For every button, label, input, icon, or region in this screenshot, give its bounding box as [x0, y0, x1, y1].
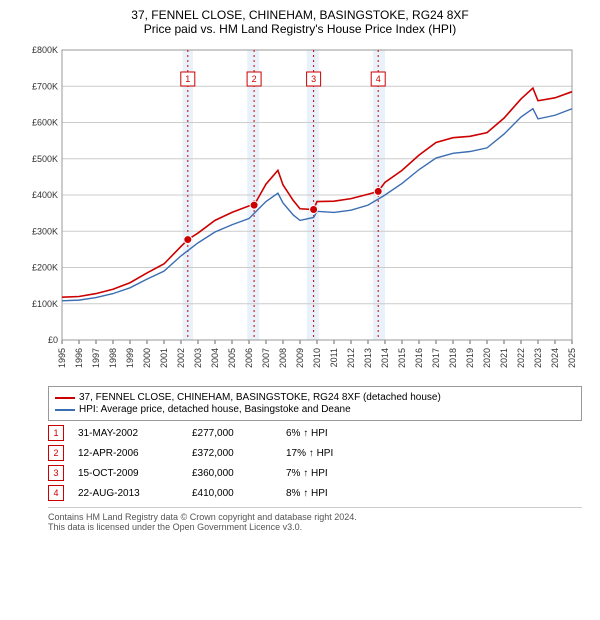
svg-text:1999: 1999 [125, 348, 135, 368]
sale-pct: 6% ↑ HPI [286, 428, 366, 439]
sale-pct: 17% ↑ HPI [286, 448, 366, 459]
svg-text:2007: 2007 [261, 348, 271, 368]
svg-text:2006: 2006 [244, 348, 254, 368]
legend-item: 37, FENNEL CLOSE, CHINEHAM, BASINGSTOKE,… [55, 392, 575, 403]
svg-text:3: 3 [311, 74, 316, 84]
legend-swatch [55, 397, 75, 399]
svg-text:2019: 2019 [465, 348, 475, 368]
svg-text:2022: 2022 [516, 348, 526, 368]
svg-text:1995: 1995 [57, 348, 67, 368]
svg-text:£300K: £300K [32, 226, 58, 236]
svg-text:£500K: £500K [32, 154, 58, 164]
svg-text:2017: 2017 [431, 348, 441, 368]
svg-text:£800K: £800K [32, 45, 58, 55]
legend-swatch [55, 409, 75, 411]
sale-date: 31-MAY-2002 [78, 428, 178, 439]
svg-text:2002: 2002 [176, 348, 186, 368]
svg-text:2018: 2018 [448, 348, 458, 368]
sale-price: £277,000 [192, 428, 272, 439]
svg-text:2020: 2020 [482, 348, 492, 368]
svg-text:£600K: £600K [32, 118, 58, 128]
sale-date: 22-AUG-2013 [78, 488, 178, 499]
legend-label: HPI: Average price, detached house, Basi… [79, 404, 351, 415]
legend-label: 37, FENNEL CLOSE, CHINEHAM, BASINGSTOKE,… [79, 392, 441, 403]
svg-text:2013: 2013 [363, 348, 373, 368]
footer-line1: Contains HM Land Registry data © Crown c… [48, 512, 582, 522]
table-row: 2 12-APR-2006 £372,000 17% ↑ HPI [48, 445, 582, 461]
svg-text:2016: 2016 [414, 348, 424, 368]
svg-text:£200K: £200K [32, 263, 58, 273]
legend: 37, FENNEL CLOSE, CHINEHAM, BASINGSTOKE,… [48, 386, 582, 421]
svg-text:4: 4 [376, 74, 381, 84]
sale-marker: 2 [48, 445, 64, 461]
svg-text:2003: 2003 [193, 348, 203, 368]
legend-item: HPI: Average price, detached house, Basi… [55, 404, 575, 415]
sale-marker: 1 [48, 425, 64, 441]
svg-text:2012: 2012 [346, 348, 356, 368]
svg-text:2023: 2023 [533, 348, 543, 368]
svg-text:£700K: £700K [32, 81, 58, 91]
table-row: 4 22-AUG-2013 £410,000 8% ↑ HPI [48, 485, 582, 501]
price-chart: £0 £100K £200K £300K £400K £500K £600K £700K £80… [18, 40, 582, 380]
svg-text:2009: 2009 [295, 348, 305, 368]
title-address: 37, FENNEL CLOSE, CHINEHAM, BASINGSTOKE,… [8, 8, 592, 22]
sale-price: £410,000 [192, 488, 272, 499]
footer: Contains HM Land Registry data © Crown c… [48, 507, 582, 532]
svg-text:£400K: £400K [32, 190, 58, 200]
svg-text:2025: 2025 [567, 348, 577, 368]
title-subtitle: Price paid vs. HM Land Registry's House … [8, 22, 592, 36]
svg-text:1997: 1997 [91, 348, 101, 368]
svg-text:2000: 2000 [142, 348, 152, 368]
svg-text:2010: 2010 [312, 348, 322, 368]
svg-text:2008: 2008 [278, 348, 288, 368]
svg-text:1998: 1998 [108, 348, 118, 368]
sale-marker: 4 [48, 485, 64, 501]
svg-text:£0: £0 [48, 335, 58, 345]
svg-text:2011: 2011 [329, 348, 339, 367]
sale-date: 12-APR-2006 [78, 448, 178, 459]
sale-price: £372,000 [192, 448, 272, 459]
title-block: 37, FENNEL CLOSE, CHINEHAM, BASINGSTOKE,… [8, 8, 592, 36]
svg-text:2014: 2014 [380, 348, 390, 368]
table-row: 1 31-MAY-2002 £277,000 6% ↑ HPI [48, 425, 582, 441]
sale-marker: 3 [48, 465, 64, 481]
sale-pct: 8% ↑ HPI [286, 488, 366, 499]
svg-text:2005: 2005 [227, 348, 237, 368]
svg-text:2024: 2024 [550, 348, 560, 368]
sale-pct: 7% ↑ HPI [286, 468, 366, 479]
sale-date: 15-OCT-2009 [78, 468, 178, 479]
svg-text:1996: 1996 [74, 348, 84, 368]
sale-price: £360,000 [192, 468, 272, 479]
footer-line2: This data is licensed under the Open Gov… [48, 522, 582, 532]
svg-text:2004: 2004 [210, 348, 220, 368]
table-row: 3 15-OCT-2009 £360,000 7% ↑ HPI [48, 465, 582, 481]
svg-text:£100K: £100K [32, 299, 58, 309]
svg-text:2015: 2015 [397, 348, 407, 368]
svg-text:2001: 2001 [159, 348, 169, 368]
svg-text:2021: 2021 [499, 348, 509, 368]
svg-text:2: 2 [252, 74, 257, 84]
svg-text:1: 1 [185, 74, 190, 84]
sales-table: 1 31-MAY-2002 £277,000 6% ↑ HPI 2 12-APR-2006… [48, 425, 582, 501]
